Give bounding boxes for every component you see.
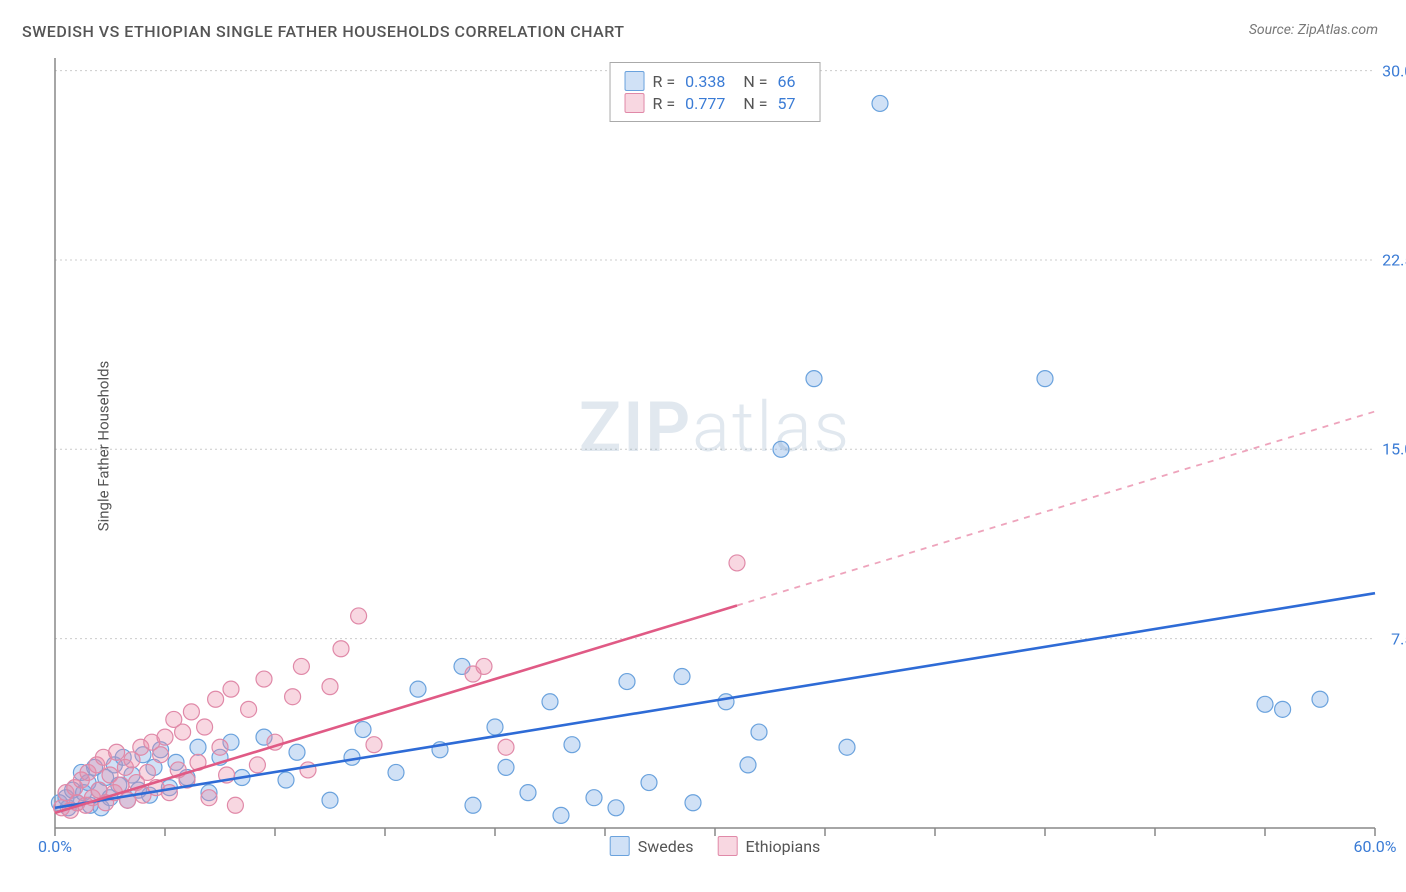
data-point xyxy=(740,757,756,773)
data-point xyxy=(685,795,701,811)
data-point xyxy=(212,739,228,755)
plot-svg xyxy=(55,58,1375,828)
chart-title: SWEDISH VS ETHIOPIAN SINGLE FATHER HOUSE… xyxy=(22,22,625,41)
data-point xyxy=(872,95,888,111)
stats-swatch-2 xyxy=(625,93,645,113)
data-point xyxy=(520,785,536,801)
data-point xyxy=(175,724,191,740)
data-point xyxy=(564,737,580,753)
data-point xyxy=(839,739,855,755)
x-tick-label: 0.0% xyxy=(38,837,72,856)
data-point xyxy=(322,792,338,808)
data-point xyxy=(157,729,173,745)
r-value-1: 0.338 xyxy=(685,72,725,91)
stats-box: R = 0.338 N = 66 R = 0.777 N = 57 xyxy=(610,62,821,122)
data-point xyxy=(190,739,206,755)
chart-container: SWEDISH VS ETHIOPIAN SINGLE FATHER HOUSE… xyxy=(0,0,1406,892)
data-point xyxy=(1312,691,1328,707)
legend-label-1: Swedes xyxy=(638,837,694,856)
data-point xyxy=(223,681,239,697)
r-label-2: R = xyxy=(653,94,676,113)
n-value-1: 66 xyxy=(777,72,795,91)
legend: Swedes Ethiopians xyxy=(610,836,821,856)
y-tick-label: 22.5% xyxy=(1382,250,1406,269)
n-value-2: 57 xyxy=(777,94,795,113)
trend-line xyxy=(55,605,737,812)
stats-row-2: R = 0.777 N = 57 xyxy=(625,93,806,113)
data-point xyxy=(718,694,734,710)
data-point xyxy=(1257,696,1273,712)
data-point xyxy=(773,441,789,457)
data-point xyxy=(227,797,243,813)
data-point xyxy=(249,757,265,773)
n-label-1: N = xyxy=(743,72,767,91)
n-label-2: N = xyxy=(743,94,767,113)
legend-item-2: Ethiopians xyxy=(717,836,820,856)
data-point xyxy=(619,674,635,690)
source-label: Source: ZipAtlas.com xyxy=(1249,22,1378,38)
data-point xyxy=(608,800,624,816)
y-tick-label: 15.0% xyxy=(1382,440,1406,459)
data-point xyxy=(241,701,257,717)
data-point xyxy=(153,747,169,763)
stats-row-1: R = 0.338 N = 66 xyxy=(625,71,806,91)
trend-line-dashed xyxy=(737,411,1375,605)
trend-line xyxy=(55,593,1375,808)
data-point xyxy=(285,689,301,705)
data-point xyxy=(201,790,217,806)
data-point xyxy=(109,744,125,760)
plot-area: ZIPatlas R = 0.338 N = 66 R = 0.777 N = … xyxy=(55,58,1375,828)
legend-swatch-1 xyxy=(610,836,630,856)
data-point xyxy=(542,694,558,710)
legend-item-1: Swedes xyxy=(610,836,694,856)
x-tick-label: 60.0% xyxy=(1354,837,1397,856)
data-point xyxy=(498,759,514,775)
y-tick-label: 7.5% xyxy=(1391,629,1406,648)
data-point xyxy=(1275,701,1291,717)
data-point xyxy=(256,671,272,687)
stats-swatch-1 xyxy=(625,71,645,91)
data-point xyxy=(300,762,316,778)
data-point xyxy=(1037,371,1053,387)
data-point xyxy=(751,724,767,740)
data-point xyxy=(806,371,822,387)
data-point xyxy=(139,764,155,780)
data-point xyxy=(487,719,503,735)
data-point xyxy=(278,772,294,788)
data-point xyxy=(465,797,481,813)
data-point xyxy=(351,608,367,624)
data-point xyxy=(293,658,309,674)
data-point xyxy=(410,681,426,697)
data-point xyxy=(208,691,224,707)
data-point xyxy=(322,679,338,695)
data-point xyxy=(388,764,404,780)
data-point xyxy=(729,555,745,571)
data-point xyxy=(355,722,371,738)
data-point xyxy=(586,790,602,806)
data-point xyxy=(498,739,514,755)
data-point xyxy=(674,669,690,685)
y-tick-label: 30.0% xyxy=(1382,61,1406,80)
data-point xyxy=(641,775,657,791)
data-point xyxy=(333,641,349,657)
data-point xyxy=(553,807,569,823)
r-label-1: R = xyxy=(653,72,676,91)
r-value-2: 0.777 xyxy=(685,94,725,113)
legend-swatch-2 xyxy=(717,836,737,856)
data-point xyxy=(197,719,213,735)
data-point xyxy=(366,737,382,753)
legend-label-2: Ethiopians xyxy=(745,837,820,856)
data-point xyxy=(183,704,199,720)
data-point xyxy=(289,744,305,760)
data-point xyxy=(476,658,492,674)
